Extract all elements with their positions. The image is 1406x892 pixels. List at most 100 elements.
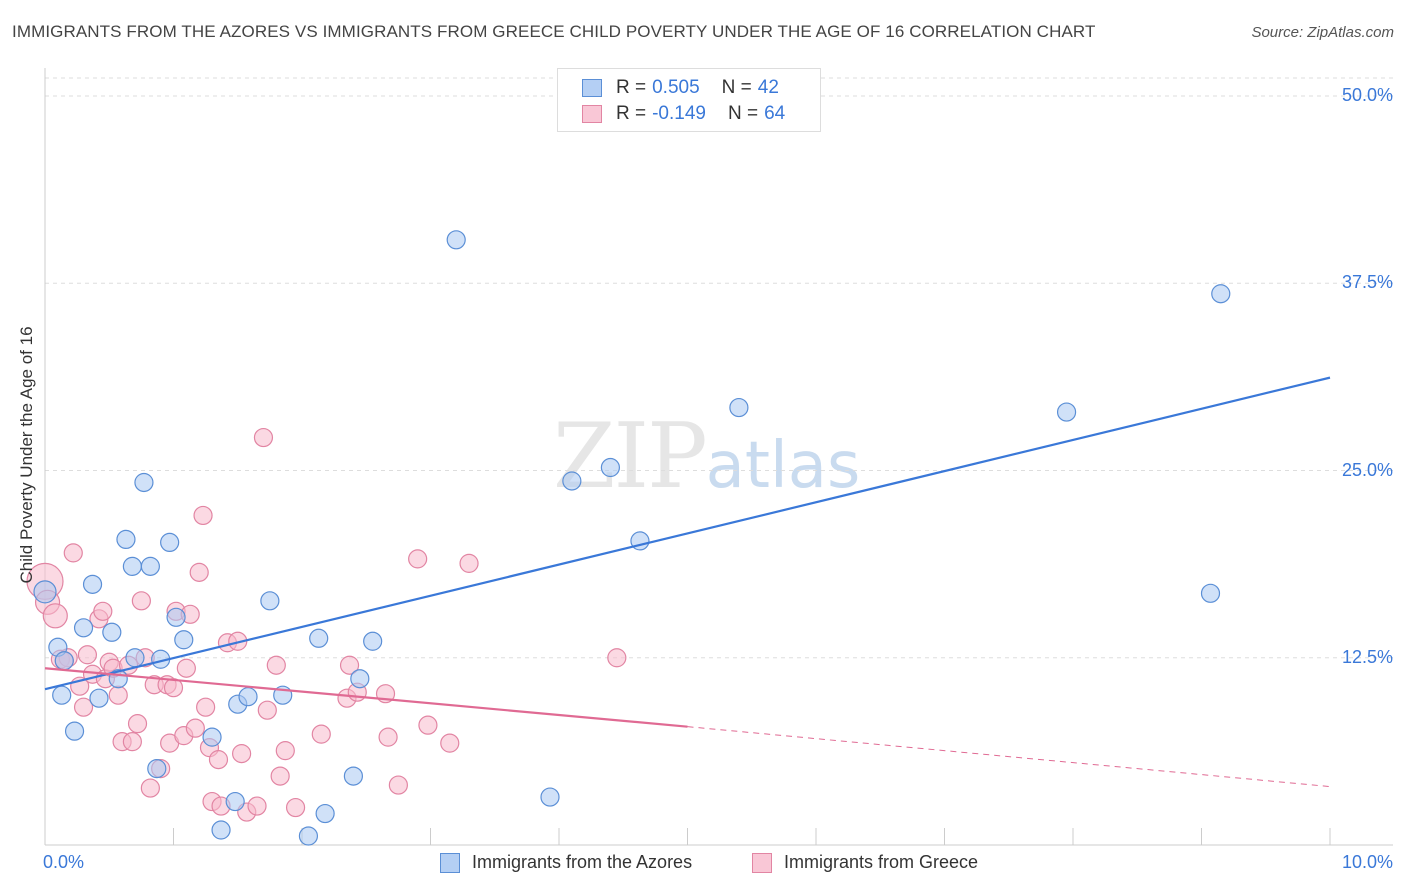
greece-point	[176, 658, 196, 678]
azores-point	[225, 791, 245, 812]
azores-point	[147, 759, 167, 779]
azores-point	[540, 787, 560, 807]
azores-point	[134, 472, 154, 493]
azores-point	[1056, 402, 1077, 422]
legend-row-greece: R = -0.149 N = 64	[582, 102, 785, 126]
azores-point	[600, 457, 621, 478]
x-tick-label-max: 10.0%	[1341, 852, 1393, 872]
azores-point	[102, 622, 122, 642]
source-credit: Source: ZipAtlas.com	[1251, 24, 1394, 41]
greece-point	[285, 797, 306, 818]
legend-n-label: N =	[727, 103, 759, 124]
series-swatch-azores	[440, 852, 460, 873]
watermark-atlas: atlas	[705, 429, 861, 503]
greece-point	[189, 562, 209, 582]
azores-point	[54, 651, 74, 671]
watermark: ZIPatlas	[553, 404, 860, 509]
greece-point	[408, 549, 428, 569]
greece-point	[247, 796, 267, 816]
series-swatch-greece	[752, 852, 772, 873]
greece-point	[93, 601, 113, 621]
greece-point	[140, 778, 160, 798]
azores-point	[562, 471, 582, 491]
y-tick-label: 12.5%	[1341, 646, 1393, 667]
greece-point	[459, 553, 479, 573]
greece-point	[193, 505, 213, 526]
greece-point	[208, 750, 229, 770]
greece-point	[266, 655, 286, 675]
greece-point	[196, 697, 216, 717]
greece-point	[232, 744, 252, 764]
series-label-greece: Immigrants from Greece	[784, 852, 979, 872]
correlation-legend: R = 0.505 N = 42 R = -0.149 N = 64	[557, 68, 821, 132]
azores-point	[52, 685, 72, 705]
azores-point	[166, 607, 186, 627]
azores-point	[33, 580, 57, 604]
azores-trend-line	[44, 376, 1331, 691]
greece-point	[607, 648, 627, 668]
greece-trend-extension	[687, 726, 1331, 788]
greece-point	[270, 766, 290, 786]
azores-point	[298, 826, 319, 846]
y-tick-label: 25.0%	[1341, 459, 1393, 480]
legend-swatch-azores	[582, 79, 602, 97]
greece-point	[185, 718, 205, 738]
greece-point	[122, 732, 142, 752]
y-axis-label: Child Poverty Under the Age of 16	[17, 326, 36, 584]
azores-point	[89, 688, 109, 708]
greece-point	[42, 603, 68, 629]
azores-point	[211, 820, 231, 840]
legend-r-label: R =	[616, 77, 647, 98]
series-legend-azores: Immigrants from the Azores	[440, 852, 692, 873]
azores-point	[140, 556, 160, 576]
azores-point	[446, 230, 466, 250]
greece-point	[127, 714, 148, 734]
greece-point	[108, 685, 128, 705]
azores-point	[64, 721, 85, 741]
azores-point	[73, 618, 94, 638]
greece-point	[339, 655, 360, 675]
azores-point	[202, 727, 222, 747]
azores-point	[1200, 583, 1221, 603]
legend-n-value: 42	[757, 77, 779, 98]
azores-point	[116, 529, 136, 550]
legend-swatch-greece	[582, 105, 602, 123]
azores-point	[174, 630, 194, 650]
azores-point	[315, 803, 335, 824]
greece-point	[440, 733, 460, 753]
legend-r-label: R =	[616, 103, 647, 124]
y-tick-label: 50.0%	[1341, 85, 1393, 105]
azores-point	[82, 574, 103, 594]
greece-point	[257, 700, 277, 720]
x-tick-label-min: 0.0%	[43, 852, 85, 872]
greece-point	[388, 775, 408, 795]
chart-title: IMMIGRANTS FROM THE AZORES VS IMMIGRANTS…	[12, 22, 1096, 41]
series-label-azores: Immigrants from the Azores	[472, 852, 693, 872]
azores-point	[260, 591, 280, 611]
legend-r-value: 0.505	[652, 77, 700, 98]
azores-point	[309, 628, 329, 648]
greece-point	[378, 727, 398, 747]
azores-point	[343, 766, 363, 786]
greece-point	[311, 724, 331, 744]
azores-point	[1211, 284, 1231, 304]
greece-point	[163, 678, 184, 698]
greece-trend-line	[44, 667, 688, 728]
watermark-zip: ZIP	[553, 404, 708, 509]
azores-point	[729, 397, 749, 418]
greece-point	[77, 645, 98, 665]
legend-row-azores: R = 0.505 N = 42	[582, 76, 779, 100]
legend-r-value: -0.149	[652, 103, 706, 124]
greece-point	[131, 591, 151, 611]
greece-point	[73, 697, 94, 717]
azores-point	[350, 669, 370, 689]
legend-n-value: 64	[764, 103, 786, 124]
azores-point	[160, 532, 180, 553]
azores-point	[238, 687, 258, 707]
legend-n-label: N =	[721, 77, 752, 98]
series-legend-greece: Immigrants from Greece	[752, 852, 978, 873]
azores-point	[122, 556, 142, 576]
y-tick-label: 37.5%	[1341, 272, 1393, 293]
azores-point	[125, 648, 145, 668]
